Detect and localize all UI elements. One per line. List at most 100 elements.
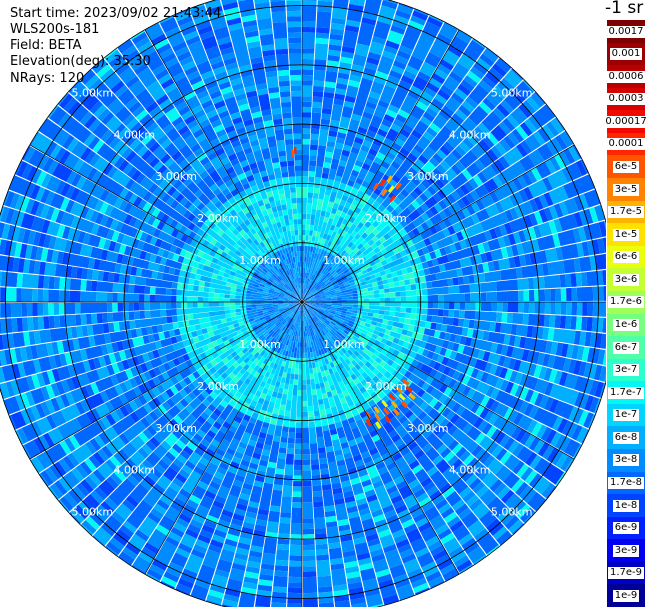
ray-gates [258, 187, 282, 240]
ray-gates [309, 169, 568, 299]
ray-gates [48, 329, 267, 500]
ray-gates [206, 340, 219, 350]
ray-gates [359, 321, 412, 343]
colorbar-tick-label: 0.0001 [606, 138, 646, 151]
ray-gates [207, 5, 269, 183]
ray-gates [307, 77, 515, 297]
ray-gates [437, 309, 593, 332]
ray-gates [354, 279, 361, 285]
ray-gates [89, 304, 301, 527]
ray-gates [232, 348, 264, 384]
range-ring-label: 1.00km [323, 254, 365, 267]
ray-gates [439, 145, 451, 156]
ray-gates [344, 245, 351, 252]
ray-gates [187, 284, 236, 295]
ray-gates [332, 210, 367, 257]
ray-gates [194, 255, 246, 280]
ray-gates [0, 305, 284, 366]
azimuth-line [29, 301, 303, 460]
ray-gates [38, 233, 124, 264]
ray-gates [128, 330, 283, 551]
feature-gate [381, 188, 388, 197]
colorbar-tick-label: 1.7e-6 [607, 296, 645, 309]
ray-gates [232, 263, 244, 272]
feature-gate [375, 421, 382, 430]
ray-gates [436, 212, 583, 265]
ray-gates [304, 303, 581, 458]
ray-gates [304, 302, 606, 398]
ray-gates [307, 99, 514, 297]
ray-gates [308, 187, 320, 242]
ray-gates [204, 332, 244, 357]
colorbar-cell: 3e-8 [607, 448, 645, 473]
ray-gates [125, 421, 222, 556]
ray-gates [27, 302, 289, 331]
ray-gates [302, 379, 309, 428]
colorbar-tick-label: 1e-7 [612, 409, 640, 422]
ray-gates [163, 328, 290, 583]
ray-gates [195, 20, 302, 300]
colorbar-cell: 1.7e-7 [607, 381, 645, 405]
ray-gates [71, 303, 300, 464]
ray-gates [221, 475, 265, 607]
ray-gates [304, 115, 542, 301]
ray-gates [100, 320, 287, 537]
ray-gates [302, 304, 351, 607]
ray-gates [360, 217, 368, 225]
ray-gates [317, 134, 568, 293]
ray-gates [181, 289, 246, 300]
ray-gates [241, 194, 274, 249]
ray-gates [358, 302, 385, 306]
ray-gates [288, 176, 299, 246]
ray-gates [304, 302, 600, 413]
ray-gates [348, 340, 392, 379]
ray-gates [432, 425, 515, 504]
ray-gates [368, 288, 567, 302]
ray-gates [88, 78, 297, 297]
ray-gates [137, 41, 301, 300]
ray-gates [391, 407, 504, 536]
ray-gates [149, 304, 301, 576]
ppi-high-backscatter-features [291, 146, 416, 430]
ray-gates [251, 62, 271, 112]
ray-gates [358, 304, 428, 315]
ray-gates [40, 173, 281, 293]
ray-gates [319, 354, 348, 422]
ray-gates [81, 93, 168, 175]
ray-gates [122, 304, 301, 534]
ray-gates [364, 174, 484, 260]
ray-gates [302, 304, 334, 604]
ray-gates [265, 360, 286, 419]
ray-gates [28, 149, 295, 299]
ray-gates [305, 286, 594, 302]
ray-gates [385, 75, 429, 142]
ray-gates [48, 302, 300, 370]
ray-gates [160, 17, 301, 300]
ray-gates [176, 305, 246, 316]
ray-gates [302, 12, 378, 300]
ray-gates [321, 370, 331, 393]
ray-gates [310, 324, 427, 589]
ray-gates [307, 57, 512, 296]
ray-gates [166, 304, 301, 578]
ray-gates [296, 187, 302, 246]
colorbar-cell: 1e-9 [607, 584, 645, 607]
ray-gates [14, 194, 270, 292]
ray-gates [210, 509, 234, 549]
ray-gates [333, 353, 371, 411]
ray-gates [295, 358, 302, 428]
ray-gates [269, 371, 287, 425]
ray-gates [314, 79, 360, 243]
colorbar-cell: 0.00017 [603, 110, 647, 134]
ray-gates [309, 304, 599, 396]
ray-gates [105, 308, 298, 557]
ray-gates [489, 209, 549, 240]
ray-gates [312, 118, 537, 294]
ray-gates [205, 0, 302, 300]
ray-gates [321, 197, 341, 245]
feature-gate [408, 392, 416, 400]
ray-gates [274, 382, 285, 410]
ray-gates [9, 306, 290, 430]
ray-gates [196, 250, 252, 280]
ray-gates [304, 303, 542, 470]
